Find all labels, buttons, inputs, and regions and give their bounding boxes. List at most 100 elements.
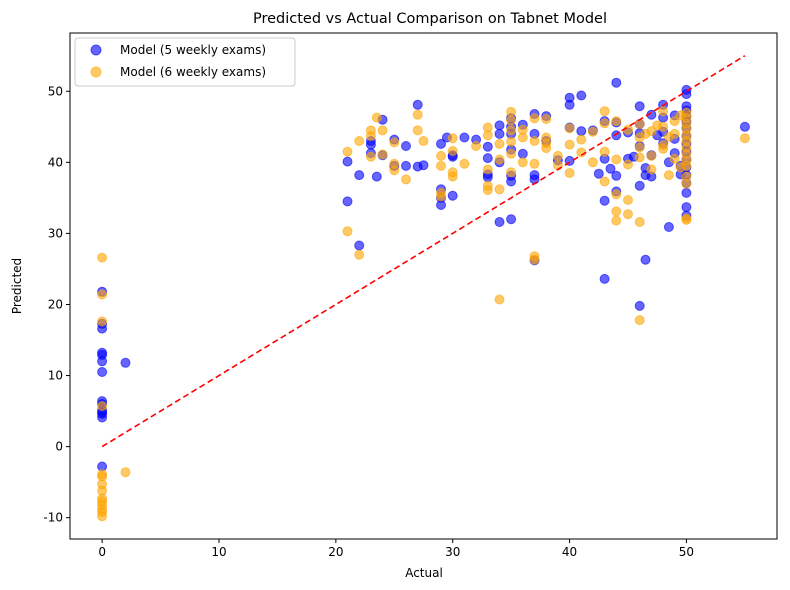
data-point	[564, 99, 575, 110]
y-tick-label: 10	[48, 369, 63, 383]
data-point	[611, 130, 622, 141]
data-point	[634, 315, 645, 326]
data-point	[482, 164, 493, 175]
data-point	[365, 151, 376, 162]
data-point	[576, 134, 587, 145]
data-point	[482, 141, 493, 152]
data-point	[552, 150, 563, 161]
data-point	[412, 109, 423, 120]
y-tick-label: 20	[48, 297, 63, 311]
data-point	[599, 146, 610, 157]
data-point	[611, 215, 622, 226]
data-point	[681, 202, 692, 213]
data-point	[97, 289, 108, 300]
data-point	[371, 171, 382, 182]
data-point	[354, 136, 365, 146]
y-axis: -10 0 10 20 30 40 50	[43, 84, 70, 525]
data-point	[506, 136, 517, 147]
data-point	[120, 357, 131, 368]
data-point	[447, 190, 458, 201]
data-point	[494, 294, 505, 305]
data-point	[623, 124, 633, 135]
data-point	[506, 115, 517, 126]
x-axis: 0 10 20 30 40 50	[98, 539, 694, 559]
x-axis-label: Actual	[405, 566, 443, 580]
data-point	[354, 240, 365, 251]
y-tick-label: 40	[48, 155, 63, 169]
data-point	[459, 132, 470, 143]
chart-title: Predicted vs Actual Comparison on Tabnet…	[253, 11, 607, 27]
data-point	[377, 125, 388, 136]
data-point	[663, 170, 674, 181]
data-point	[623, 159, 633, 170]
data-point	[564, 168, 575, 178]
data-point	[739, 133, 750, 144]
x-tick-label: 10	[211, 545, 226, 559]
x-tick-label: 40	[562, 545, 577, 559]
data-point	[342, 156, 353, 167]
data-point	[97, 511, 108, 522]
data-point	[640, 254, 651, 265]
data-point	[377, 149, 388, 160]
data-point	[494, 184, 505, 195]
plot-area	[69, 32, 778, 540]
data-point	[658, 106, 669, 117]
data-point	[658, 143, 669, 154]
data-point	[506, 148, 517, 159]
data-point	[517, 132, 528, 143]
legend-label-series-2: Model (6 weekly exams)	[120, 65, 266, 79]
x-tick-label: 0	[98, 545, 106, 559]
data-point	[418, 136, 429, 146]
data-point	[576, 126, 587, 137]
data-point	[599, 106, 610, 117]
data-point	[401, 160, 411, 171]
data-point	[459, 158, 470, 169]
data-point	[482, 153, 493, 164]
data-point	[371, 112, 382, 123]
reference-line	[101, 55, 746, 448]
data-point	[634, 142, 645, 153]
data-point	[97, 412, 108, 423]
y-tick-label: -10	[43, 511, 63, 525]
legend-box	[74, 37, 296, 87]
data-point	[529, 113, 540, 124]
data-point	[436, 150, 446, 161]
data-point	[634, 300, 645, 311]
data-point	[494, 120, 505, 131]
data-point	[669, 153, 680, 164]
y-tick-label: 0	[55, 440, 63, 454]
x-tick-label: 50	[679, 545, 694, 559]
data-point	[436, 200, 446, 210]
data-point	[541, 114, 552, 124]
data-point	[623, 209, 633, 220]
data-point	[447, 171, 458, 182]
data-point	[669, 116, 680, 127]
data-point	[541, 143, 552, 154]
data-point	[529, 158, 540, 169]
data-point	[342, 146, 353, 157]
data-point	[506, 167, 517, 178]
data-point	[634, 152, 645, 163]
data-point	[611, 116, 622, 127]
data-point	[593, 168, 604, 179]
data-point	[564, 123, 575, 134]
data-point	[681, 214, 692, 225]
data-point	[471, 141, 482, 151]
data-point	[611, 189, 622, 200]
data-point	[506, 106, 517, 117]
y-tick-label: 30	[48, 226, 63, 240]
data-point	[120, 467, 131, 478]
legend-marker-series-2	[90, 66, 102, 78]
data-point	[97, 401, 108, 412]
data-point	[599, 195, 610, 206]
x-tick-label: 20	[328, 545, 343, 559]
y-axis-label: Predicted	[10, 258, 24, 314]
data-point	[494, 128, 505, 139]
data-point	[354, 170, 365, 181]
data-point	[342, 196, 353, 207]
data-point	[623, 195, 633, 205]
data-point	[517, 148, 528, 159]
data-point	[599, 273, 610, 284]
